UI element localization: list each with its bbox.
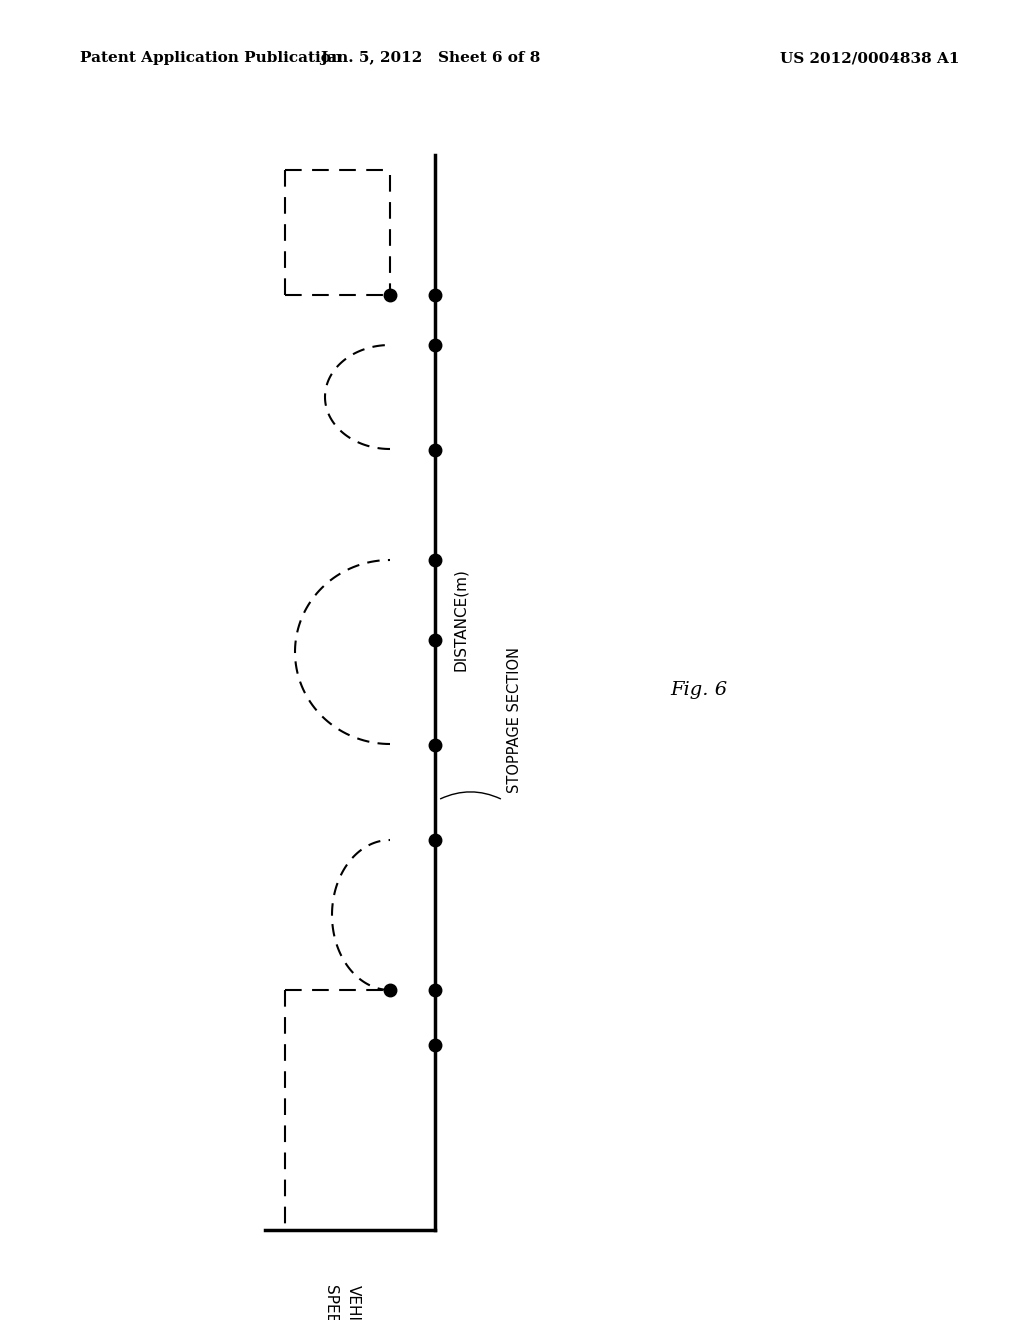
Text: Patent Application Publication: Patent Application Publication: [80, 51, 342, 65]
Text: Jan. 5, 2012   Sheet 6 of 8: Jan. 5, 2012 Sheet 6 of 8: [319, 51, 541, 65]
Text: VEHICLE: VEHICLE: [345, 1284, 360, 1320]
Text: US 2012/0004838 A1: US 2012/0004838 A1: [780, 51, 959, 65]
Text: STOPPAGE SECTION: STOPPAGE SECTION: [507, 647, 522, 793]
Text: SPEED(kph): SPEED(kph): [323, 1284, 338, 1320]
Text: DISTANCE(m): DISTANCE(m): [453, 569, 468, 672]
Text: Fig. 6: Fig. 6: [670, 681, 727, 700]
